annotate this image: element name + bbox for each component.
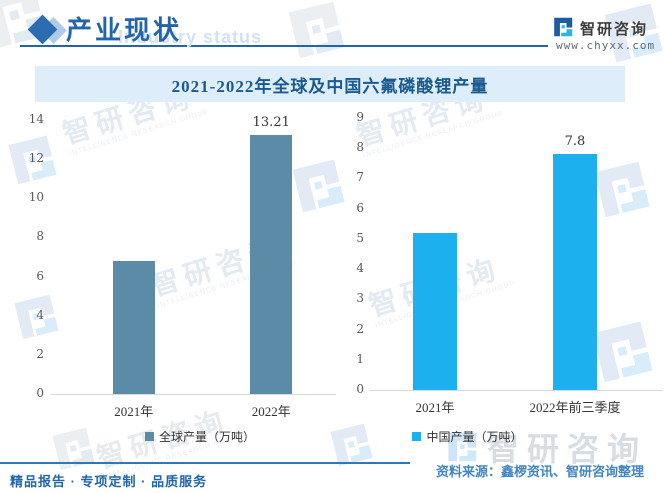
y-tick-label: 4 <box>36 307 44 322</box>
brand-url[interactable]: www.chyxx.com <box>556 39 656 52</box>
legend-label-global: 全球产量（万吨） <box>158 430 255 444</box>
bar-2021年 <box>413 232 457 390</box>
bar-value-label: 7.8 <box>564 134 586 150</box>
y-tick-label: 8 <box>36 229 44 244</box>
watermark-logo <box>288 2 344 58</box>
y-tick-label: 8 <box>356 140 364 155</box>
legend-swatch-global <box>144 432 154 441</box>
x-axis-line <box>50 394 336 395</box>
y-tick-label: 6 <box>356 200 364 215</box>
y-tick-label: 7 <box>356 170 364 185</box>
bar-2021年 <box>112 260 155 394</box>
chart-global-production: 全球产量（万吨） 0 2 4 6 8 10 12 14 2021年 2022年 13.21 <box>20 108 340 453</box>
y-tick-label: 9 <box>356 110 364 124</box>
footer-divider <box>0 462 410 464</box>
x-category-label: 2021年 <box>114 404 154 419</box>
brand-name: 智研咨询 <box>580 21 649 38</box>
y-tick-label: 4 <box>356 261 364 276</box>
x-category-label: 2022年 <box>251 404 291 419</box>
y-tick-label: 12 <box>28 151 44 166</box>
footer-tagline: 精品报告 · 专项定制 · 品质服务 <box>10 474 208 489</box>
x-category-label: 2022年前三季度 <box>529 400 621 415</box>
bar-value-label: 13.21 <box>252 115 290 131</box>
y-tick-label: 0 <box>356 382 364 396</box>
y-tick-label: 2 <box>36 346 44 361</box>
x-category-label: 2021年 <box>415 400 455 415</box>
brand-logo-icon <box>552 16 574 38</box>
chart-title-banner: 2021-2022年全球及中国六氟磷酸锂产量 <box>35 66 625 102</box>
footer-source: 资料来源：鑫椤资讯、智研咨询整理 <box>436 464 645 479</box>
header-divider <box>20 45 548 47</box>
y-tick-label: 5 <box>356 230 364 245</box>
y-tick-label: 1 <box>356 351 364 366</box>
legend-china: 中国产量（万吨） <box>345 428 590 445</box>
bar-2022年前三季度 <box>553 154 597 390</box>
legend-swatch-china <box>412 432 422 441</box>
y-tick-label: 10 <box>28 190 44 205</box>
x-axis-line <box>369 390 663 391</box>
legend-global: 全球产量（万吨） <box>60 428 340 445</box>
y-tick-label: 6 <box>36 268 44 283</box>
bar-2022年 <box>250 135 293 394</box>
y-tick-label: 2 <box>356 321 364 336</box>
y-tick-label: 0 <box>36 386 44 400</box>
chart-title: 2021-2022年全球及中国六氟磷酸锂产量 <box>171 76 489 96</box>
y-tick-label: 3 <box>356 291 364 306</box>
section-title: 产业现状 <box>66 16 183 45</box>
y-tick-label: 14 <box>28 112 44 126</box>
section-ghost-text: Industry status <box>118 27 263 47</box>
chart-china-production: 中国产量（万吨） 0 1 2 3 4 5 6 7 8 9 2021年 2022年前三季度 7.8 <box>345 108 671 453</box>
legend-label-china: 中国产量（万吨） <box>426 430 523 444</box>
